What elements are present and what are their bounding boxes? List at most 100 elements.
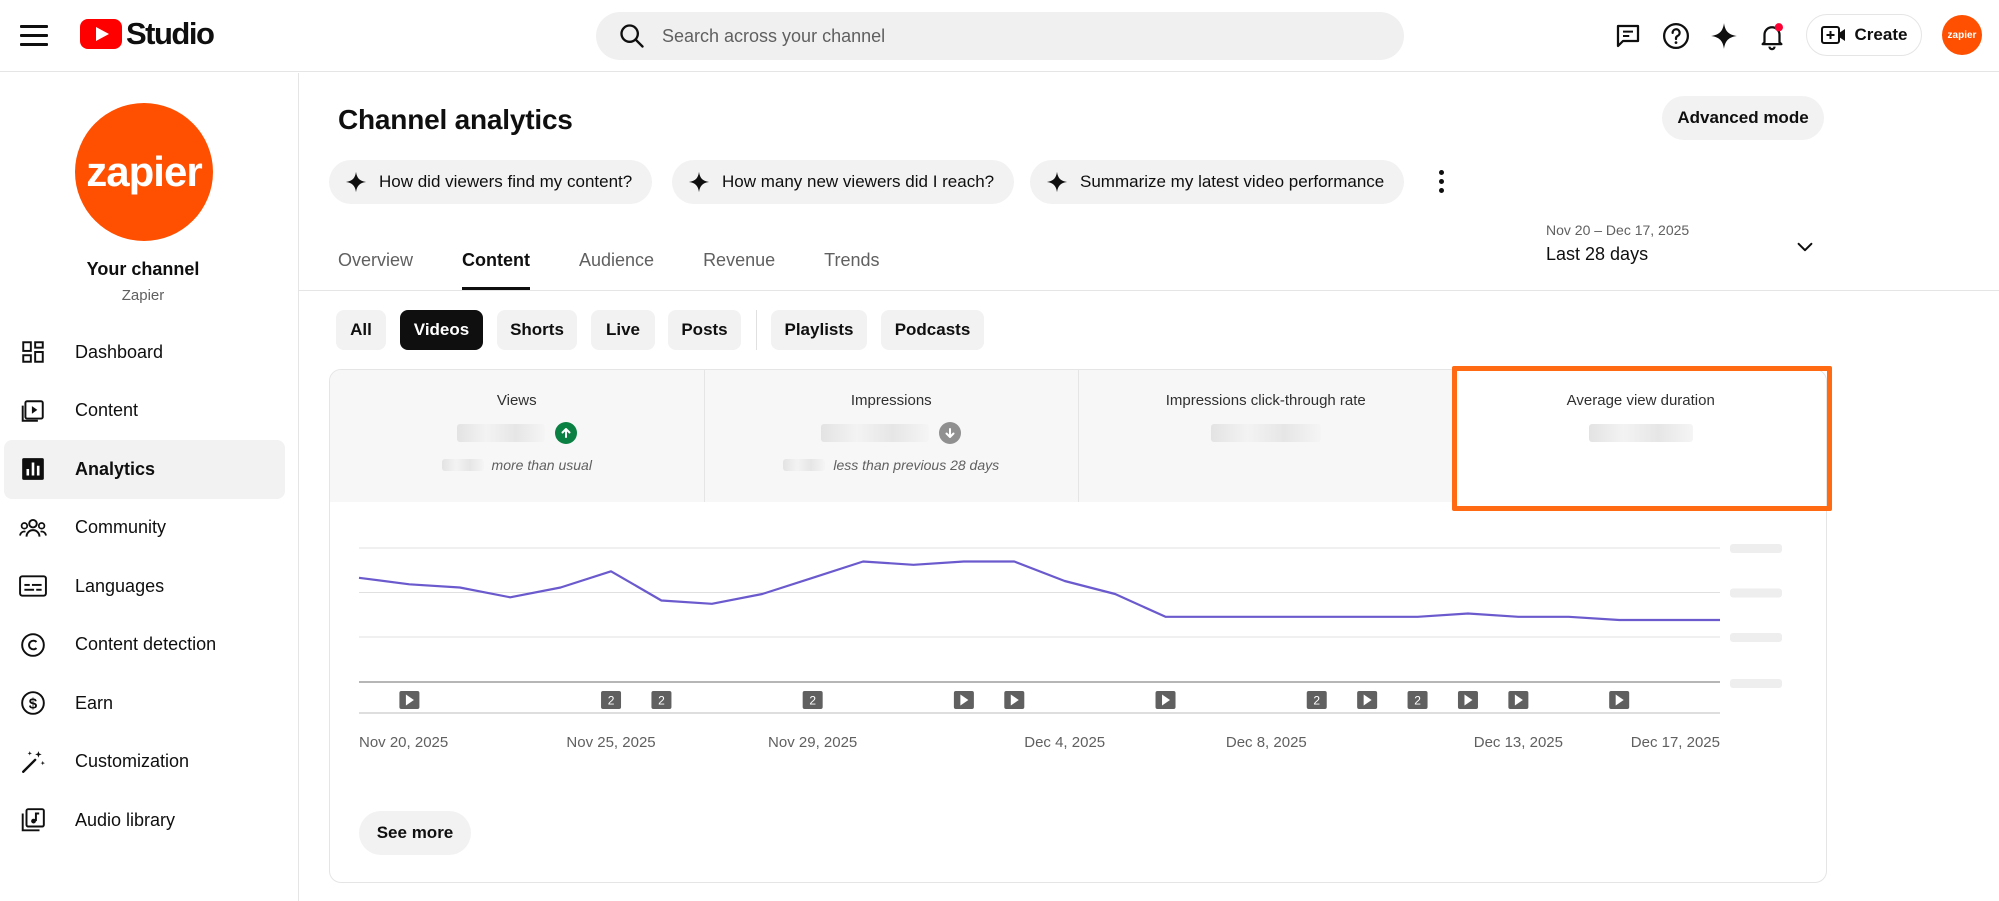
sidebar-item-content[interactable]: Content — [0, 382, 299, 441]
account-avatar[interactable]: zapier — [1942, 15, 1982, 55]
copyright-icon — [18, 630, 48, 660]
sidebar-item-customization[interactable]: Customization — [0, 733, 299, 792]
menu-icon[interactable] — [20, 22, 48, 48]
logo-text: Studio — [126, 16, 215, 51]
metric-ctr[interactable]: Impressions click-through rate — [1079, 370, 1454, 502]
tab-overview[interactable]: Overview — [338, 250, 414, 270]
publish-marker — [601, 691, 622, 709]
tab-audience[interactable]: Audience — [579, 250, 655, 270]
advanced-mode-button[interactable]: Advanced mode — [1662, 96, 1824, 140]
play-icon — [1363, 694, 1372, 706]
metric-label: Impressions click-through rate — [1165, 392, 1366, 409]
metric-impressions[interactable]: Impressions less than previous 28 days — [705, 370, 1079, 502]
svg-text:$: $ — [29, 696, 38, 713]
date-range-picker[interactable]: Nov 20 – Dec 17, 2025 Last 28 days — [1546, 222, 1826, 265]
sidebar-item-community[interactable]: Community — [0, 499, 299, 558]
sidebar-item-languages[interactable]: Languages — [0, 557, 299, 616]
data-point — [508, 595, 512, 599]
filter-playlists[interactable]: Playlists — [771, 310, 867, 350]
play-icon — [1514, 694, 1523, 706]
studio-logo[interactable]: Studio — [80, 16, 215, 51]
sidebar-item-label: Analytics — [75, 458, 156, 479]
y-tick-label-redacted — [1730, 633, 1782, 642]
help-icon[interactable] — [1658, 18, 1694, 54]
sidebar-nav: Dashboard Content Analytics Community La… — [0, 323, 299, 850]
analytics-card: Views more than usual Impressions less t… — [329, 369, 1827, 883]
sidebar-item-label: Content detection — [75, 634, 217, 655]
publish-marker — [1306, 691, 1327, 709]
search-input[interactable] — [662, 25, 1362, 47]
sidebar-item-analytics[interactable]: Analytics — [4, 440, 285, 499]
top-bar: Studio Create zapier — [0, 0, 1999, 72]
trend-down-icon — [939, 422, 962, 444]
publish-count: 2 — [809, 694, 816, 708]
sidebar-item-audio-library[interactable]: Audio library — [0, 791, 299, 850]
filter-shorts[interactable]: Shorts — [497, 310, 577, 350]
data-point — [1315, 615, 1319, 619]
data-point — [962, 559, 966, 563]
filter-live[interactable]: Live — [591, 310, 655, 350]
ai-suggestion-chip[interactable]: Summarize my latest video performance — [1030, 160, 1405, 204]
metric-average-view-duration[interactable]: Average view duration — [1453, 370, 1826, 502]
tab-revenue[interactable]: Revenue — [703, 250, 776, 270]
data-point — [357, 576, 361, 580]
languages-icon — [18, 571, 48, 601]
filter-podcasts[interactable]: Podcasts — [881, 310, 984, 350]
metric-tabs: Views more than usual Impressions less t… — [330, 370, 1826, 502]
date-range-dates: Nov 20 – Dec 17, 2025 — [1546, 222, 1690, 238]
channel-avatar[interactable]: zapier — [75, 103, 213, 241]
y-tick-label-redacted — [1730, 679, 1782, 688]
ai-suggestion-chip[interactable]: How many new viewers did I reach? — [672, 160, 1015, 204]
data-point — [1264, 615, 1268, 619]
data-point — [458, 585, 462, 589]
create-button[interactable]: Create — [1806, 14, 1922, 56]
line-chart: 2 2 2 2 2 Nov 20, 2025 Nov 25, 2025 Nov 29, 202… — [357, 544, 1782, 751]
data-point — [1063, 579, 1067, 583]
search-bar[interactable] — [596, 12, 1404, 60]
data-point — [710, 602, 714, 606]
data-point — [1163, 615, 1167, 619]
date-range-label: Last 28 days — [1546, 244, 1649, 264]
metric-note: more than usual — [491, 457, 592, 473]
data-point — [1415, 615, 1419, 619]
publish-marker — [802, 691, 823, 709]
sidebar-item-content-detection[interactable]: Content detection — [0, 616, 299, 675]
y-tick-label-redacted — [1730, 588, 1782, 598]
publish-count: 2 — [1414, 694, 1421, 708]
sidebar-item-label: Customization — [75, 751, 190, 772]
play-icon — [405, 694, 414, 706]
see-more-button[interactable]: See more — [359, 811, 471, 855]
metric-label: Impressions — [850, 392, 932, 409]
metric-note: less than previous 28 days — [833, 457, 1000, 473]
tab-trends[interactable]: Trends — [824, 250, 880, 270]
data-point — [1214, 615, 1218, 619]
data-point — [1567, 615, 1571, 619]
notifications-icon[interactable] — [1754, 18, 1790, 54]
data-point — [407, 582, 411, 586]
publish-count: 2 — [658, 694, 665, 708]
create-label: Create — [1854, 25, 1908, 44]
metric-views[interactable]: Views more than usual — [330, 370, 705, 502]
metric-label: Views — [496, 392, 537, 409]
more-options-icon[interactable] — [1430, 166, 1452, 196]
sidebar-item-dashboard[interactable]: Dashboard — [0, 323, 299, 382]
metric-label: Average view duration — [1566, 392, 1715, 409]
filter-videos[interactable]: Videos — [400, 310, 483, 350]
filter-all[interactable]: All — [336, 310, 386, 350]
x-tick-label: Nov 29, 2025 — [768, 734, 857, 751]
data-point — [861, 559, 865, 563]
tab-content[interactable]: Content — [462, 240, 530, 290]
content-icon — [18, 396, 48, 426]
create-video-icon — [1820, 26, 1845, 44]
sparkle-icon[interactable] — [1706, 18, 1742, 54]
community-icon — [18, 513, 48, 543]
filter-posts[interactable]: Posts — [668, 310, 741, 350]
data-point — [1012, 559, 1016, 563]
ai-suggestion-chip[interactable]: How did viewers find my content? — [329, 160, 653, 204]
sidebar-item-earn[interactable]: $ Earn — [0, 674, 299, 733]
data-point — [558, 585, 562, 589]
chevron-down-icon — [1797, 242, 1813, 252]
feedback-icon[interactable] — [1610, 18, 1646, 54]
data-point — [1516, 615, 1520, 619]
sidebar-item-label: Audio library — [75, 809, 176, 830]
